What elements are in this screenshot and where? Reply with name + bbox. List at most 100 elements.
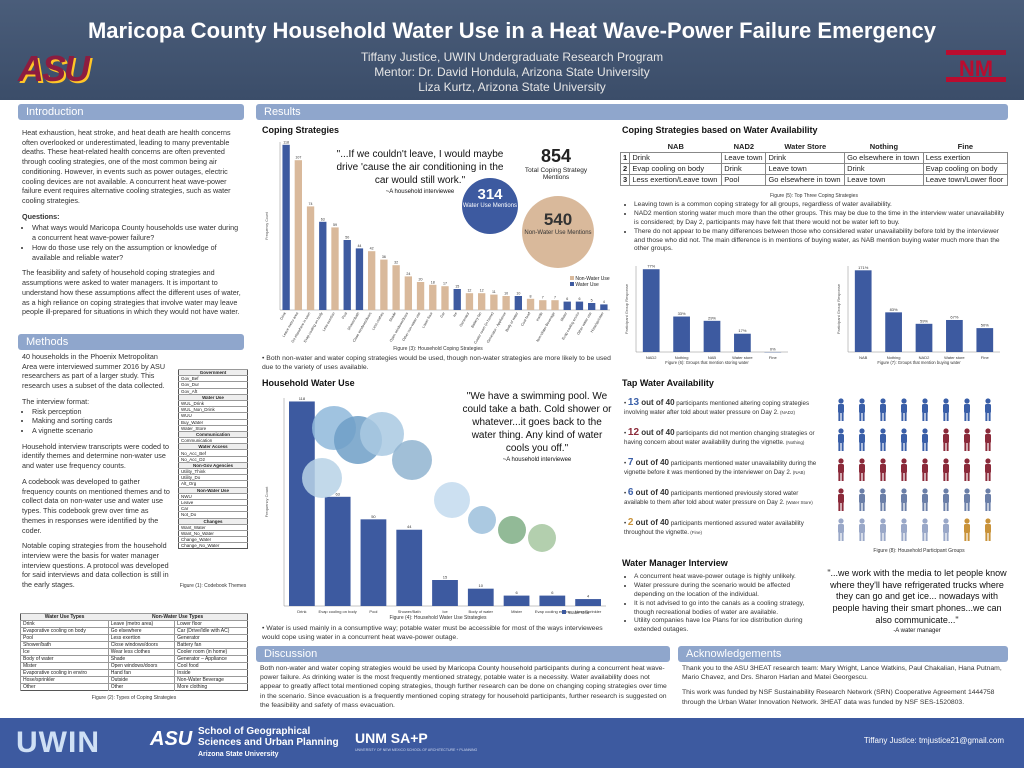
availability-caption: Figure (5): Top Three Coping Strategies <box>770 193 858 199</box>
water-use-types-header: Water Use Types <box>20 613 109 621</box>
person-icon <box>983 398 991 421</box>
methods-heading: Methods <box>18 334 244 350</box>
bar-body-of-water <box>514 296 522 310</box>
contact-email: Tiffany Justice: tmjustice21@gmail.com <box>863 736 1004 745</box>
person-icon <box>878 488 886 511</box>
table-cell: Drink <box>721 162 767 175</box>
bar-non-water-beverage <box>551 300 559 310</box>
x-tick-nad2: NAD2 <box>646 355 657 360</box>
x-tick-nothing: Nothing <box>887 355 901 360</box>
person-icon <box>941 488 949 511</box>
x-tick-ice: Ice <box>452 312 458 318</box>
data-label-fine: 50% <box>981 323 989 328</box>
data-label-open-windows-doors: 24 <box>406 272 410 276</box>
table-row: Pool Less exertion Generator <box>20 634 248 642</box>
table-cell: Leave town <box>844 173 924 186</box>
x-tick-water-store: Water store <box>732 355 753 360</box>
data-label-generator: 12 <box>467 289 471 293</box>
data-label-evap-cooling-on-body: 63 <box>335 491 340 496</box>
person-icon <box>857 398 865 421</box>
table-row: Shower/bath Close windows/doors Battery fa… <box>20 641 248 649</box>
table-row: Other Other More clothing <box>20 683 248 691</box>
person-icon <box>920 398 928 421</box>
bar-mister <box>503 595 530 606</box>
tap-description: participants did not mention changing st… <box>624 430 815 446</box>
manager-note-1: A concurrent heat wave-power outage is h… <box>634 573 822 582</box>
availability-note-2: NAD2 mention storing water much more tha… <box>634 210 1008 228</box>
codebook-code: WUL_Non_Drink <box>178 406 248 413</box>
table-cell: Close windows/doors <box>107 641 175 649</box>
x-tick-nab: NAB <box>859 355 868 360</box>
data-label-generator-appliance: 10 <box>504 292 508 296</box>
hwu-quote-text: "We have a swimming pool. We could take … <box>462 391 612 454</box>
data-label-hose-sprinkler: 4 <box>603 300 605 304</box>
question-1: What ways would Maricopa County househol… <box>32 223 244 242</box>
tap-count: 12 <box>627 427 640 438</box>
bar-evap-cooling-enviro <box>575 301 584 310</box>
x-tick-inside: Inside <box>535 312 543 322</box>
bar-car <box>441 286 449 310</box>
x-tick-pool: Pool <box>341 311 348 319</box>
data-label-nad2: 77% <box>647 264 655 269</box>
unm-sap-logo: UNM SA+P <box>355 730 428 746</box>
x-tick-fine: Fine <box>981 355 990 360</box>
codebook-code: Alt_Org <box>178 480 248 488</box>
data-label-evap-cooling-enviro: 6 <box>578 297 580 301</box>
data-label-close-windows-doors: 42 <box>370 247 374 251</box>
person-icon <box>983 518 991 541</box>
acknowledgements-body: Thank you to the ASU 3HEAT research team… <box>682 664 1006 713</box>
table-cell: Other <box>20 683 109 691</box>
table-cell: Drink <box>629 151 723 164</box>
bar-shower-bath <box>355 248 364 310</box>
tap-total: out of 40 <box>639 428 675 437</box>
table-cell: Outside <box>107 676 175 684</box>
methods-paragraph-3: Household interview transcripts were cod… <box>22 441 170 471</box>
unm-logo-mark: NM <box>946 50 1006 82</box>
person-icon <box>899 428 907 451</box>
column-header-water-store: Water Store <box>765 141 845 153</box>
codebook-code: Gov_Aft <box>178 387 248 395</box>
person-icon <box>857 488 865 511</box>
table-cell: Shower/bath <box>20 641 109 649</box>
table-row: 1 Drink Leave town Drink Go elsewhere in tow… <box>619 151 1009 164</box>
bar-nad2 <box>642 269 660 352</box>
data-label-non-water-beverage: 7 <box>554 296 556 300</box>
poster-footer: UWIN ASU School of Geographical Sciences … <box>0 718 1024 768</box>
person-icon <box>878 398 886 421</box>
x-tick-hose-sprinkler: Hose/Sprinkler <box>575 609 602 614</box>
table-cell: Car (Drive/Idle with AC) <box>174 627 248 635</box>
data-label-cooler-room-in-home: 11 <box>492 290 496 294</box>
storing-water-chart: Participant Group Response 77% NAD2 33% Noth… <box>624 264 788 365</box>
codebook-code: Gov_Dur <box>178 381 248 389</box>
bar-evap-cooling-enviro <box>539 595 566 606</box>
codebook-group-government: Government <box>178 368 248 376</box>
row-rank: 3 <box>619 173 631 186</box>
y-axis-label: Frequency Count <box>265 212 269 240</box>
discussion-heading: Discussion <box>256 646 670 662</box>
codebook-code: No_Acc_Bef <box>178 449 248 457</box>
buying-water-caption: Figure (7): Groups that mention buying w… <box>877 360 961 365</box>
bar-close-windows-doors <box>368 251 376 310</box>
table-cell: Other <box>107 683 175 691</box>
intro-paragraph-1: Heat exhaustion, heat stroke, and heat d… <box>22 128 231 206</box>
person-icon <box>983 488 991 511</box>
data-label-mister: 6 <box>515 590 518 595</box>
coauthor-line: Liza Kurtz, Arizona State University <box>418 80 606 94</box>
data-label-cool-food: 8 <box>530 294 532 298</box>
codebook-code: Change_No_Water <box>178 542 248 549</box>
hwu-legend-label: Water Use <box>568 610 590 615</box>
coping-types-table: Water Use Types Non-Water Use Types Drink L… <box>20 613 248 691</box>
table-cell: Leave town <box>765 162 846 175</box>
coping-strategies-title: Coping Strategies <box>262 125 340 135</box>
table-row: Hose/sprinkler Outside Non-Water Beverage <box>20 676 248 684</box>
table-cell: Less exertion <box>922 151 1009 164</box>
person-icon <box>899 488 907 511</box>
table-row: Body of water Shade Generator – Appliance <box>20 655 248 663</box>
person-icon <box>836 458 844 481</box>
data-label-go-elsewhere-in-town: 74 <box>309 202 313 206</box>
codebook-group-changes: Changes <box>178 517 248 525</box>
bar-lower-floor <box>429 284 437 310</box>
codebook-code: Leave <box>178 498 248 506</box>
manager-quote: "...we work with the media to let people… <box>826 568 1008 636</box>
coping-chart-caption: Figure (3): Household Coping Strategies <box>393 346 483 352</box>
